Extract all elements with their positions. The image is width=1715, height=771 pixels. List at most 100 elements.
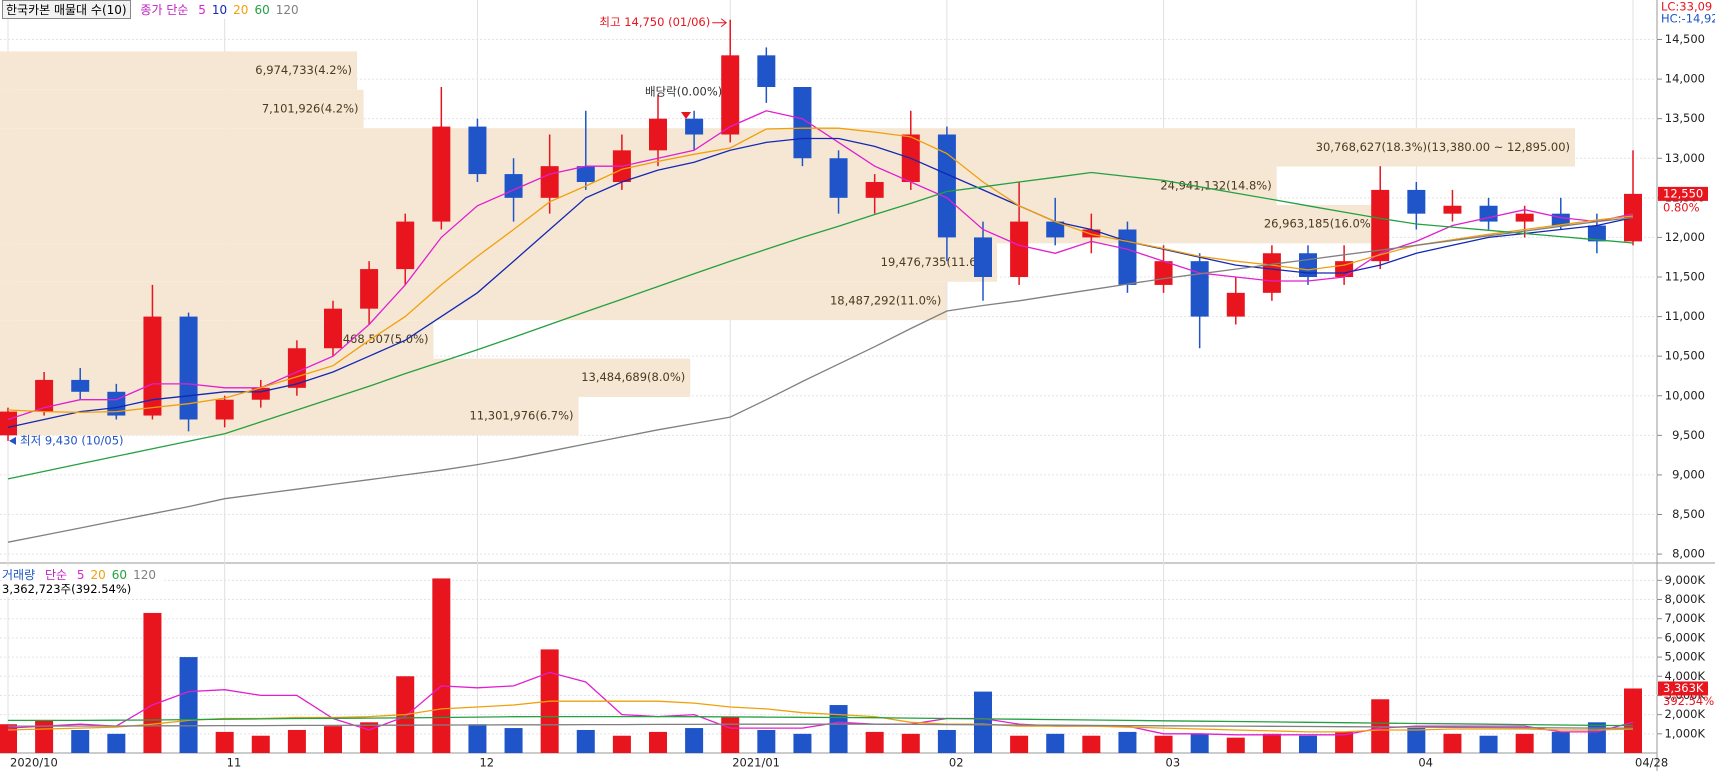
- candle-body: [1551, 213, 1570, 226]
- candle-body: [324, 308, 342, 349]
- volume-profile-label: 6,974,733(4.2%): [255, 63, 352, 77]
- volume-legend: 거래량 단순 5 20 60 120: [2, 566, 162, 583]
- volume-bar: [685, 728, 704, 753]
- volume-bar: [1262, 733, 1281, 753]
- candle-body: [468, 126, 487, 175]
- volume-bar: [1190, 733, 1209, 753]
- y-tick-label: 5,000K: [1665, 650, 1706, 664]
- candle-body: [1407, 189, 1426, 214]
- y-tick-label: 9,000: [1672, 467, 1705, 481]
- volume-bar: [432, 578, 451, 753]
- y-tick-label: 12,000: [1665, 230, 1705, 244]
- ma-legend-entry: 120: [275, 3, 299, 17]
- volume-bar: [287, 729, 306, 753]
- candle-body: [937, 134, 956, 238]
- volume-bar: [468, 724, 487, 753]
- candle-body: [757, 55, 776, 87]
- x-tick-label: 2020/10: [10, 756, 58, 770]
- price-legend: 한국카본 매물대 수(10) 종가 단순 5 10 20 60 120: [2, 0, 305, 19]
- volume-profile-bar: [0, 396, 579, 436]
- y-tick-label: 14,500: [1665, 32, 1705, 46]
- ma-legend-label: 단순: [44, 568, 68, 582]
- candle-body: [251, 387, 270, 400]
- ma-line: [7, 110, 1634, 421]
- y-tick-label: 6,000K: [1665, 630, 1706, 644]
- volume-bar: [1082, 735, 1101, 753]
- y-tick-label: 8,500: [1672, 507, 1705, 521]
- volume-bar: [1226, 737, 1245, 753]
- volume-bar: [649, 731, 667, 753]
- corner-label: HC:-14,92: [1661, 12, 1715, 26]
- volume-profile-bar: [0, 243, 997, 282]
- y-tick-label: 1,000K: [1665, 726, 1706, 740]
- ma-line: [7, 127, 1634, 414]
- y-tick-label: 8,000: [1672, 547, 1705, 561]
- volume-bar: [1407, 728, 1426, 753]
- volume-bar: [251, 735, 270, 753]
- candle-body: [865, 182, 884, 198]
- y-tick-label: 9,000K: [1665, 573, 1706, 587]
- volume-bar: [901, 733, 920, 753]
- volume-bar: [1515, 733, 1534, 753]
- last-price-label: 12,550: [1663, 186, 1703, 200]
- volume-bar: [179, 657, 198, 753]
- y-tick-label: 11,500: [1665, 270, 1705, 284]
- change-label: 0.80%: [1663, 200, 1700, 214]
- candle-body: [0, 411, 17, 436]
- volume-bar: [324, 726, 342, 753]
- dividend-marker: [681, 112, 691, 119]
- y-tick-label: 13,000: [1665, 151, 1705, 165]
- low-arrow: [9, 436, 16, 445]
- volume-bar: [0, 724, 17, 753]
- y-tick-label: 10,000: [1665, 388, 1705, 402]
- x-tick-label: 12: [479, 756, 494, 770]
- candle-body: [1515, 213, 1534, 222]
- volume-bar: [107, 733, 126, 753]
- volume-bar: [71, 729, 90, 753]
- ma-legend-entry: 120: [133, 568, 156, 582]
- change-label: 392.54%: [1663, 694, 1714, 708]
- volume-profile-bar: [0, 128, 1575, 167]
- volume-profile-bar: [0, 204, 1381, 244]
- volume-bar: [757, 729, 776, 753]
- y-tick-label: 10,500: [1665, 349, 1705, 363]
- y-tick-label: 14,000: [1665, 72, 1705, 86]
- volume-profile-bar: [0, 281, 947, 321]
- volume-profile-label: 19,476,735(11.6%): [881, 255, 992, 269]
- high-arrow: [712, 18, 728, 28]
- volume-bar: [937, 729, 956, 753]
- x-tick-label: 04: [1418, 756, 1433, 770]
- volume-bar: [1046, 733, 1065, 753]
- y-tick-label: 8,000K: [1665, 592, 1706, 606]
- x-tick-label: 04/28: [1635, 756, 1668, 770]
- ma-legend-entry: 60: [254, 3, 270, 17]
- ma-legend-entry: 5: [198, 3, 206, 17]
- volume-bar: [1443, 733, 1462, 753]
- candle-body: [1479, 205, 1498, 222]
- candle-body: [1587, 225, 1606, 242]
- volume-bar: [576, 729, 595, 753]
- candle-body: [1046, 221, 1065, 238]
- candle-body: [829, 158, 848, 198]
- candle-body: [360, 269, 379, 309]
- ma-line: [7, 700, 1634, 733]
- last-volume-tag: [1658, 681, 1708, 696]
- volume-profile-label: 26,963,185(16.0%): [1264, 217, 1375, 231]
- volume-bar: [1010, 735, 1029, 753]
- ma-line: [8, 715, 1634, 727]
- volume-bar: [1624, 688, 1642, 753]
- volume-profile-label: 7,101,926(4.2%): [262, 101, 359, 115]
- volume-title: 거래량: [2, 568, 36, 582]
- candle-body: [1371, 189, 1390, 262]
- volume-bar: [1587, 722, 1606, 753]
- ma-line: [7, 171, 1634, 480]
- volume-bar: [721, 716, 740, 753]
- y-tick-label: 13,500: [1665, 111, 1705, 125]
- x-tick-label: 2021/01: [732, 756, 780, 770]
- candle-body: [1154, 261, 1173, 285]
- candle-body: [143, 316, 162, 416]
- candle-body: [649, 118, 667, 151]
- volume-profile-label: 30,768,627(18.3%)(13,380.00 ~ 12,895.00): [1316, 140, 1570, 154]
- candle-body: [1226, 292, 1245, 317]
